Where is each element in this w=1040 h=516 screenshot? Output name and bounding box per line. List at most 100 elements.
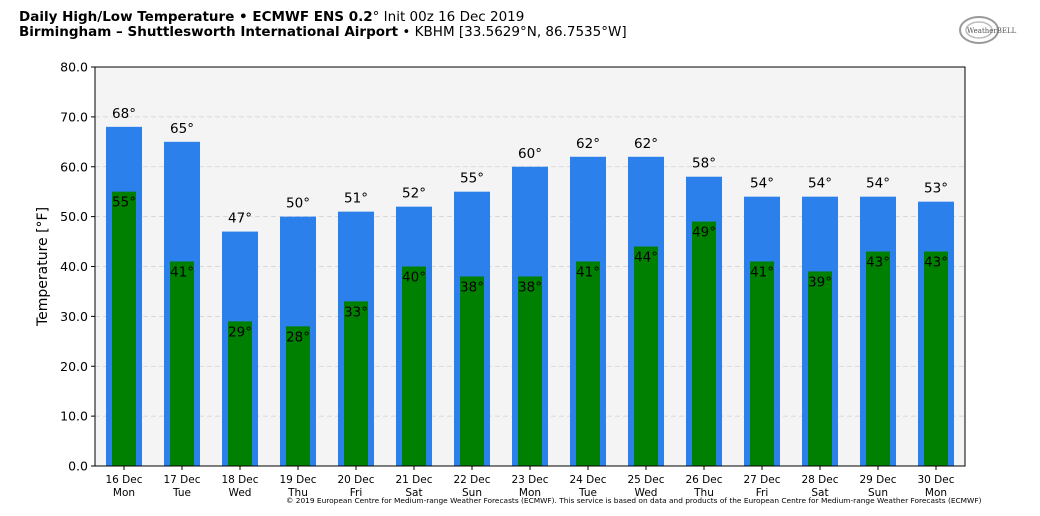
high-value-label: 62° <box>634 136 658 152</box>
low-value-label: 41° <box>750 265 774 281</box>
x-tick-day: Mon <box>925 487 947 499</box>
x-tick-date: 30 Dec <box>917 474 954 486</box>
station-coordinates: • KBHM [33.5629°N, 86.7535°W] <box>398 24 627 40</box>
low-bar <box>576 261 600 466</box>
x-tick-day: Sun <box>868 487 888 499</box>
low-value-label: 49° <box>692 225 716 241</box>
y-tick-label: 50.0 <box>60 209 88 224</box>
x-tick-date: 18 Dec <box>221 474 258 486</box>
x-tick-date: 17 Dec <box>163 474 200 486</box>
x-tick-date: 27 Dec <box>743 474 780 486</box>
low-bar <box>402 266 426 466</box>
low-bar <box>692 221 716 466</box>
x-tick-day: Thu <box>287 487 308 499</box>
low-bar <box>112 191 136 466</box>
low-value-label: 33° <box>344 304 368 320</box>
y-tick-label: 80.0 <box>60 60 88 75</box>
low-value-label: 43° <box>866 255 890 271</box>
x-tick-date: 24 Dec <box>569 474 606 486</box>
low-bar <box>170 261 194 466</box>
low-bar <box>866 251 890 466</box>
y-tick-label: 10.0 <box>60 409 88 424</box>
x-tick-day: Mon <box>519 487 541 499</box>
high-value-label: 51° <box>344 191 368 207</box>
low-value-label: 39° <box>808 274 832 290</box>
x-tick-day: Tue <box>172 487 191 499</box>
y-tick-label: 0.0 <box>68 459 88 474</box>
low-value-label: 43° <box>924 255 948 271</box>
high-value-label: 60° <box>518 146 542 162</box>
x-tick-day: Fri <box>756 487 769 499</box>
x-tick-date: 23 Dec <box>511 474 548 486</box>
x-tick-date: 22 Dec <box>453 474 490 486</box>
logo-text: WeatherBELL <box>967 27 1017 35</box>
low-value-label: 28° <box>286 329 310 345</box>
high-value-label: 62° <box>576 136 600 152</box>
y-tick-label: 40.0 <box>60 259 88 274</box>
low-value-label: 38° <box>518 279 542 295</box>
chart-title-init: Init 00z 16 Dec 2019 <box>379 9 525 25</box>
x-tick-day: Sat <box>405 487 422 499</box>
chart-title-degree: ° <box>372 9 380 25</box>
high-value-label: 54° <box>866 176 890 192</box>
y-tick-label: 20.0 <box>60 359 88 374</box>
chart-subtitle: Birmingham – Shuttlesworth International… <box>19 24 627 40</box>
chart-title-main: Daily High/Low Temperature • ECMWF ENS 0… <box>19 9 373 25</box>
high-value-label: 55° <box>460 171 484 187</box>
high-value-label: 54° <box>750 176 774 192</box>
x-tick-date: 26 Dec <box>685 474 722 486</box>
x-tick-date: 16 Dec <box>105 474 142 486</box>
high-value-label: 52° <box>402 186 426 202</box>
low-value-label: 40° <box>402 270 426 286</box>
high-value-label: 53° <box>924 181 948 197</box>
low-value-label: 41° <box>170 265 194 281</box>
x-tick-date: 21 Dec <box>395 474 432 486</box>
x-tick-day: Sun <box>462 487 482 499</box>
x-tick-date: 25 Dec <box>627 474 664 486</box>
x-tick-day: Fri <box>350 487 363 499</box>
low-bar <box>286 326 310 466</box>
chart-title: Daily High/Low Temperature • ECMWF ENS 0… <box>19 9 524 25</box>
low-value-label: 44° <box>634 250 658 266</box>
low-value-label: 29° <box>228 324 252 340</box>
low-bar <box>344 301 368 466</box>
x-tick-date: 28 Dec <box>801 474 838 486</box>
y-axis-label: Temperature [°F] <box>35 207 51 327</box>
low-bar <box>460 276 484 466</box>
low-bar <box>634 246 658 466</box>
x-tick-date: 19 Dec <box>279 474 316 486</box>
weatherbell-logo: WeatherBELL <box>959 16 1017 44</box>
station-name: Birmingham – Shuttlesworth International… <box>19 24 399 40</box>
low-bar <box>750 261 774 466</box>
low-bar <box>808 271 832 466</box>
y-tick-label: 70.0 <box>60 109 88 124</box>
y-axis: 0.0 10.0 20.0 30.0 40.0 50.0 60.0 70.0 80.0 <box>60 60 95 474</box>
y-tick-label: 30.0 <box>60 309 88 324</box>
low-value-label: 41° <box>576 265 600 281</box>
x-tick-day: Wed <box>635 487 658 499</box>
high-value-label: 50° <box>286 196 310 212</box>
high-value-label: 47° <box>228 211 252 227</box>
y-tick-label: 60.0 <box>60 159 88 174</box>
x-tick-day: Wed <box>229 487 252 499</box>
high-value-label: 65° <box>170 121 194 137</box>
high-value-label: 68° <box>112 106 136 122</box>
x-tick-day: Mon <box>113 487 135 499</box>
x-tick-day: Tue <box>578 487 597 499</box>
bars <box>106 126 954 467</box>
copyright-footer: © 2019 European Centre for Medium-range … <box>286 496 982 505</box>
low-value-label: 38° <box>460 279 484 295</box>
data-labels: 68° 55° 65° 41° 47° 29° 50° 28° 51° 33° 52° 40° 55° 3… <box>112 106 948 346</box>
high-value-label: 58° <box>692 156 716 172</box>
low-bar <box>924 251 948 466</box>
x-tick-day: Thu <box>693 487 714 499</box>
low-value-label: 55° <box>112 195 136 211</box>
low-bar <box>228 321 252 466</box>
x-tick-date: 20 Dec <box>337 474 374 486</box>
low-bar <box>518 276 542 466</box>
x-tick-date: 29 Dec <box>859 474 896 486</box>
x-tick-day: Sat <box>811 487 828 499</box>
high-value-label: 54° <box>808 176 832 192</box>
